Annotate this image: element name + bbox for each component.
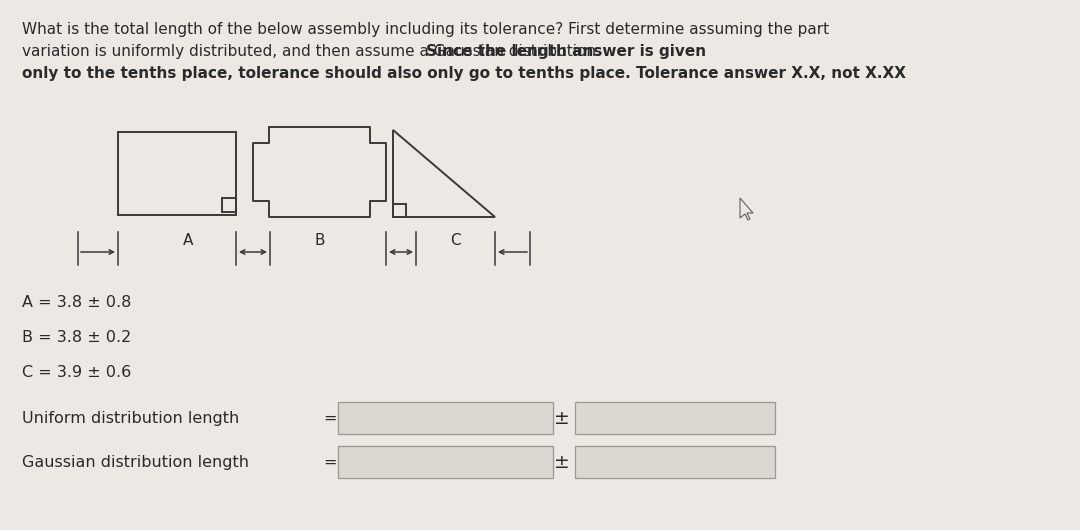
Bar: [575, 446, 775, 478]
Text: What is the total length of the below assembly including its tolerance? First de: What is the total length of the below as…: [22, 22, 829, 37]
Text: ±: ±: [554, 409, 570, 428]
Text: only to the tenths place, tolerance should also only go to tenths place. Toleran: only to the tenths place, tolerance shou…: [22, 66, 906, 81]
Bar: [338, 402, 553, 434]
Text: C: C: [449, 233, 460, 248]
Bar: [338, 446, 553, 478]
Bar: [118, 132, 237, 215]
Bar: [393, 204, 406, 217]
Text: A = 3.8 ± 0.8: A = 3.8 ± 0.8: [22, 295, 132, 310]
Text: variation is uniformly distributed, and then assume a Gaussian distribution.: variation is uniformly distributed, and …: [22, 44, 606, 59]
Text: Gaussian distribution length: Gaussian distribution length: [22, 455, 249, 470]
Text: C = 3.9 ± 0.6: C = 3.9 ± 0.6: [22, 365, 132, 380]
Text: A: A: [183, 233, 193, 248]
Text: =: =: [323, 455, 337, 470]
Text: ±: ±: [554, 453, 570, 472]
Text: Since the length answer is given: Since the length answer is given: [426, 44, 706, 59]
Text: =: =: [323, 411, 337, 426]
Text: B = 3.8 ± 0.2: B = 3.8 ± 0.2: [22, 330, 132, 345]
Text: Uniform distribution length: Uniform distribution length: [22, 411, 240, 426]
Bar: [222, 198, 237, 212]
Text: B: B: [314, 233, 325, 248]
Bar: [575, 402, 775, 434]
